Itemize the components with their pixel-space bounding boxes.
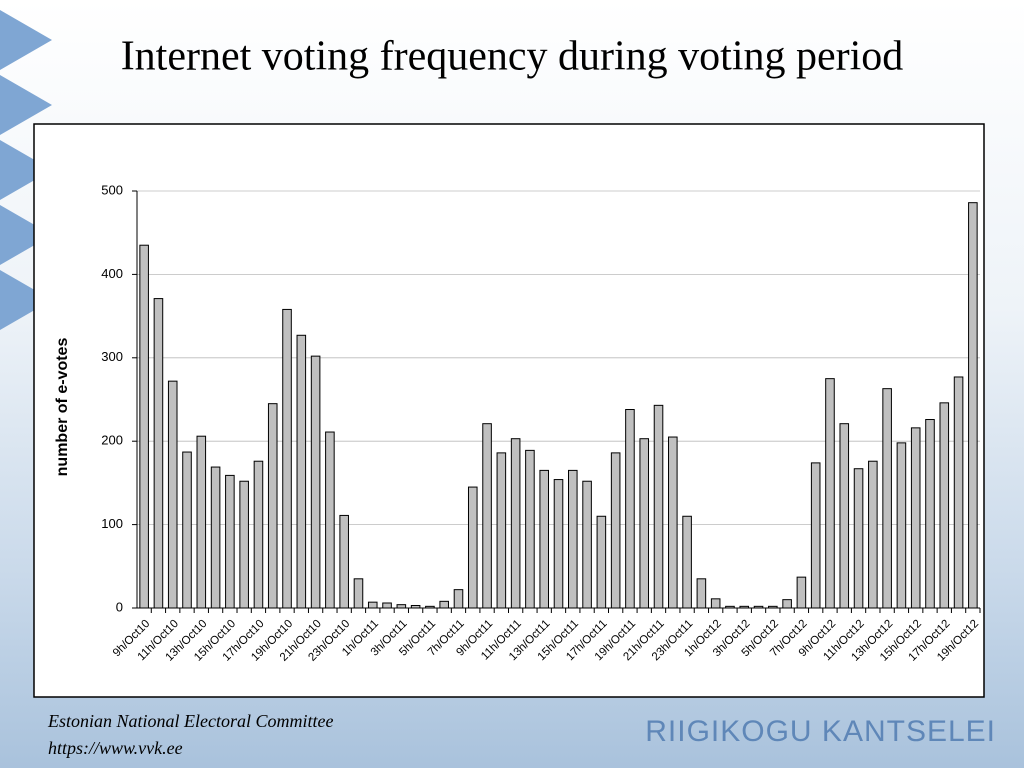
bar: [382, 602, 392, 609]
footer-url: https://www.vvk.ee: [48, 738, 183, 758]
y-tick-label: 100: [101, 516, 123, 531]
bar: [896, 442, 907, 609]
y-tick-label: 400: [101, 266, 123, 281]
bar: [539, 469, 549, 609]
bar: [596, 515, 607, 609]
chart-title: Internet voting frequency during voting …: [121, 34, 904, 80]
bar: [225, 474, 235, 609]
bar: [410, 604, 421, 609]
y-axis-label: number of e-votes: [54, 338, 71, 477]
bar: [925, 419, 935, 609]
bar: [396, 604, 407, 609]
bar: [467, 486, 478, 609]
bar: [768, 605, 778, 609]
bar: [453, 589, 464, 609]
bar: [296, 334, 307, 609]
y-tick-label: 200: [101, 433, 123, 448]
bar: [167, 380, 178, 609]
y-tick-label: 300: [101, 349, 123, 364]
bar: [668, 436, 678, 609]
bar: [653, 404, 664, 609]
bar: [325, 431, 335, 609]
bar: [782, 599, 792, 609]
bar: [696, 578, 707, 609]
bar: [239, 480, 249, 609]
bar: [739, 605, 750, 609]
bar: [682, 515, 692, 609]
bar: [139, 244, 149, 609]
bar: [153, 298, 164, 609]
bar: [353, 578, 364, 609]
bar: [582, 480, 592, 609]
bar: [868, 460, 878, 609]
footer-source: Estonian National Electoral Committee: [47, 711, 333, 731]
bar: [610, 452, 621, 609]
bar: [182, 451, 192, 609]
bar: [439, 600, 449, 609]
bar: [853, 468, 864, 609]
bar: [796, 576, 807, 609]
bar: [510, 438, 521, 609]
bar: [568, 469, 578, 609]
bar: [339, 514, 349, 609]
bar: [625, 409, 635, 609]
bar: [910, 427, 921, 609]
bar: [196, 435, 207, 609]
decor-arrows: [0, 10, 52, 330]
bar: [953, 376, 964, 609]
bar: [267, 403, 278, 609]
logo: RIIGIKOGU KANTSELEI: [645, 715, 996, 748]
bar: [210, 466, 221, 609]
bar: [553, 479, 564, 609]
bar: [496, 452, 507, 609]
bar: [310, 355, 321, 609]
bar: [968, 202, 978, 609]
bar: [525, 449, 535, 609]
bar: [367, 601, 378, 609]
bar: [710, 598, 721, 609]
bar: [753, 605, 764, 609]
y-tick-label: 0: [116, 599, 123, 614]
bar: [839, 423, 850, 609]
bar: [825, 378, 835, 609]
bar: [482, 423, 492, 609]
bar: [882, 388, 892, 609]
bar: [282, 308, 292, 609]
bar: [253, 460, 264, 609]
bar: [639, 438, 650, 609]
bar: [725, 605, 735, 609]
y-tick-label: 500: [101, 182, 123, 197]
bar: [810, 462, 821, 609]
bar: [939, 402, 950, 609]
bar: [425, 605, 435, 609]
